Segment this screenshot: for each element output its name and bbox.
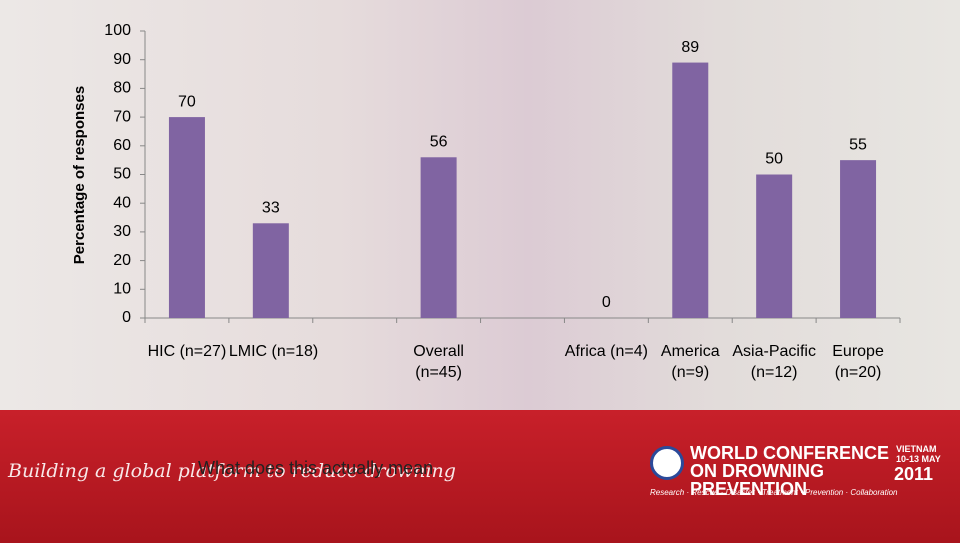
tagline: Building a global platform to reduce dro… bbox=[8, 460, 456, 482]
y-tick-label: 50 bbox=[113, 166, 131, 183]
value-label: 56 bbox=[430, 133, 448, 150]
y-tick-label: 20 bbox=[113, 252, 131, 269]
value-label: 55 bbox=[849, 136, 867, 153]
logo-title: WORLD CONFERENCE ON DROWNING PREVENTION bbox=[690, 443, 889, 499]
value-label: 33 bbox=[262, 200, 280, 217]
x-tick-label: Asia-Pacific (n=12) bbox=[732, 343, 816, 381]
bar bbox=[672, 62, 709, 318]
x-tick-label: HIC (n=27) bbox=[147, 343, 227, 360]
y-tick-label: 80 bbox=[113, 80, 131, 97]
x-tick-label: Overall (n=45) bbox=[413, 343, 464, 381]
x-tick-label: LMIC (n=18) bbox=[228, 343, 319, 360]
y-tick-label: 30 bbox=[113, 223, 131, 240]
y-tick-label: 90 bbox=[113, 51, 131, 68]
bar bbox=[756, 174, 793, 318]
x-tick-label: Africa (n=4) bbox=[564, 343, 648, 360]
value-label: 70 bbox=[178, 93, 196, 110]
bar bbox=[168, 117, 205, 318]
caption: What does this actually mean bbox=[198, 458, 434, 478]
y-tick-label: 60 bbox=[113, 137, 131, 154]
bar bbox=[840, 160, 877, 318]
footer: Building a global platform to reduce dro… bbox=[0, 410, 960, 543]
y-tick-label: 100 bbox=[104, 22, 131, 39]
logo-year: 2011 bbox=[894, 464, 934, 484]
bar bbox=[252, 223, 289, 318]
chart: Percentage of responses 0 10 20 30 40 50 60 70 8… bbox=[71, 22, 901, 326]
logo-motto: Research · Rescue · Disaster · Treatment… bbox=[650, 488, 898, 497]
y-tick-label: 0 bbox=[122, 309, 131, 326]
bar bbox=[420, 157, 457, 318]
y-tick-label: 10 bbox=[113, 281, 131, 298]
value-label: 50 bbox=[765, 151, 783, 168]
logo-emblem bbox=[650, 446, 684, 480]
logo-place: VIETNAM bbox=[896, 444, 937, 454]
x-tick-label: America (n=9) bbox=[660, 343, 720, 381]
y-axis-label: Percentage of responses bbox=[71, 86, 88, 264]
logo-dates: 10-13 MAY bbox=[896, 454, 941, 464]
value-label: 0 bbox=[602, 294, 611, 311]
value-label: 89 bbox=[681, 39, 699, 56]
y-tick-label: 40 bbox=[113, 194, 131, 211]
x-tick-label: Europe (n=20) bbox=[832, 343, 884, 381]
y-tick-label: 70 bbox=[113, 108, 131, 125]
